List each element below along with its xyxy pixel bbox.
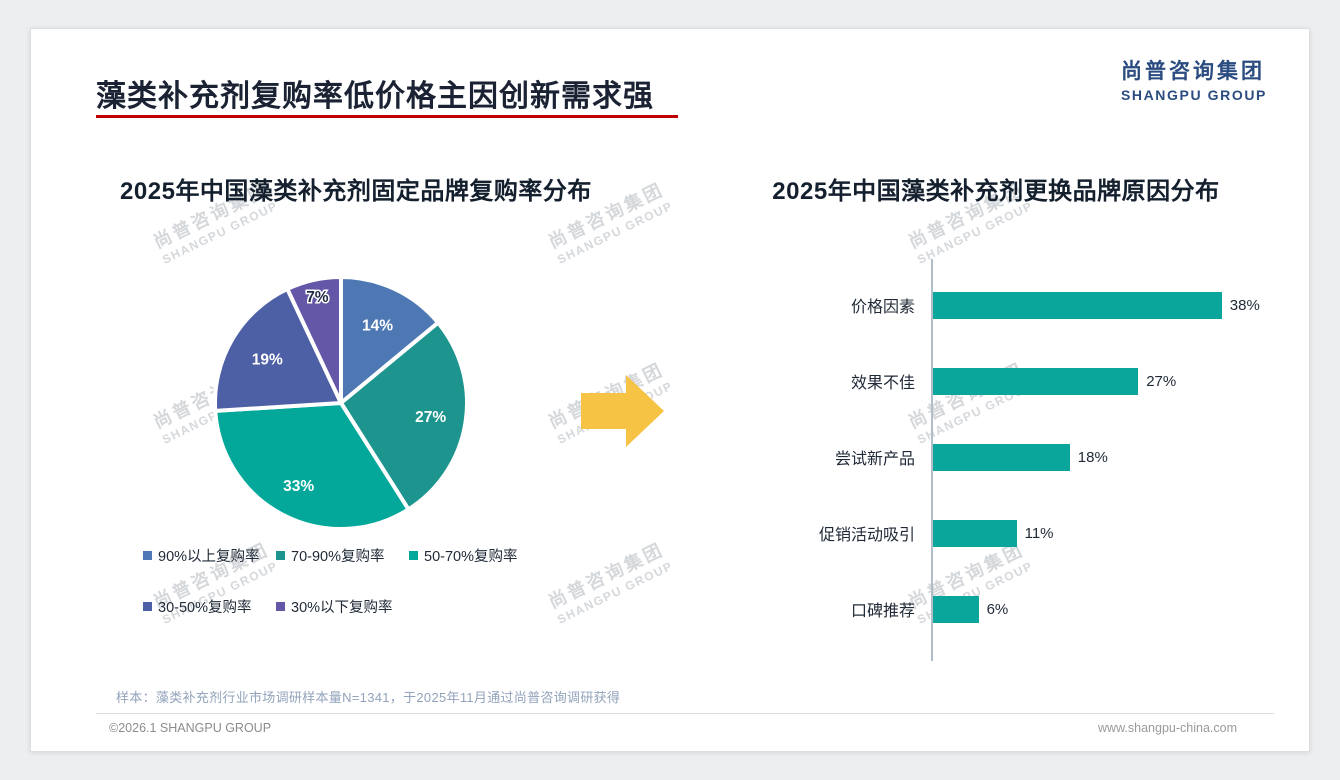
arrow-svg xyxy=(581,375,664,447)
legend-swatch-icon xyxy=(276,551,285,560)
legend-item: 90%以上复购率 xyxy=(143,545,276,566)
bar-value-label: 6% xyxy=(986,600,1009,618)
pie-legend-row: 90%以上复购率 70-90%复购率 50-70%复购率 xyxy=(143,545,623,566)
website-url: www.shangpu-china.com xyxy=(1098,721,1237,735)
bar xyxy=(933,291,1222,319)
legend-item: 70-90%复购率 xyxy=(276,545,409,566)
watermark-en: SHANGPU GROUP xyxy=(555,198,676,267)
legend-label: 30-50%复购率 xyxy=(158,600,252,616)
copyright-text: ©2026.1 SHANGPU GROUP xyxy=(109,721,272,735)
bar-zone: 11% xyxy=(931,519,1284,547)
sample-note: 样本：藻类补充剂行业市场调研样本量N=1341，于2025年11月通过尚普咨询调… xyxy=(116,690,621,705)
bar-value-label: 18% xyxy=(1077,448,1108,466)
bar-category-label: 促销活动吸引 xyxy=(818,527,915,544)
pie-value-label: 27% xyxy=(415,409,446,426)
brand-logo-en: SHANGPU GROUP xyxy=(1120,87,1267,103)
bar-category-label: 效果不佳 xyxy=(850,375,915,392)
bar-row: 价格因素 38% xyxy=(684,267,1284,343)
pie-slice-0 xyxy=(339,274,441,408)
pie-slice-3 xyxy=(213,286,345,414)
bar-value-label: 11% xyxy=(1024,524,1054,542)
bar-row: 促销活动吸引 11% xyxy=(684,495,1284,571)
pie-value-label: 33% xyxy=(283,478,314,495)
legend-swatch-icon xyxy=(276,602,285,611)
bar-zone: 18% xyxy=(931,443,1284,471)
brand-logo: 尚普咨询集团 SHANGPU GROUP xyxy=(1121,55,1267,103)
pie-legend-row: 30-50%复购率 30%以下复购率 xyxy=(143,596,623,617)
bar-value-label: 27% xyxy=(1146,372,1177,390)
bar-chart-title: 2025年中国藻类补充剂更换品牌原因分布 xyxy=(772,178,1220,205)
pie-slice-4 xyxy=(284,274,343,404)
legend-label: 30%以下复购率 xyxy=(291,600,393,616)
bar-row: 效果不佳 27% xyxy=(684,343,1284,419)
bar xyxy=(933,519,1017,547)
legend-label: 70-90%复购率 xyxy=(291,549,385,565)
bar-zone: 27% xyxy=(931,367,1284,395)
bar-zone: 38% xyxy=(931,291,1284,319)
bar-row: 尝试新产品 18% xyxy=(684,419,1284,495)
title-underline xyxy=(96,115,678,118)
legend-item: 30%以下复购率 xyxy=(276,596,409,617)
legend-swatch-icon xyxy=(409,551,418,560)
legend-swatch-icon xyxy=(143,602,152,611)
pie-slice-1 xyxy=(338,319,469,513)
brand-logo-cn: 尚普咨询集团 xyxy=(1120,60,1265,83)
pie-chart-title: 2025年中国藻类补充剂固定品牌复购率分布 xyxy=(120,178,592,205)
bar-zone: 6% xyxy=(931,595,1284,623)
pie-value-label: 19% xyxy=(252,351,283,368)
pie-value-label: 7% xyxy=(306,289,329,306)
pie-value-label: 14% xyxy=(362,318,393,335)
pie-chart-svg: 14% 27% 33% 19% 7% xyxy=(213,274,469,531)
footer-divider xyxy=(96,713,1274,714)
slide: 尚普咨询集团 SHANGPU GROUP 尚普咨询集团 SHANGPU GROUP 尚普… xyxy=(30,28,1310,752)
bar xyxy=(933,443,1070,471)
legend-item: 50-70%复购率 xyxy=(409,545,542,566)
bar-row: 口碑推荐 6% xyxy=(684,571,1284,647)
legend-label: 90%以上复购率 xyxy=(158,549,260,565)
legend-swatch-icon xyxy=(143,551,152,560)
page-title: 藻类补充剂复购率低价格主因创新需求强 xyxy=(96,80,654,113)
bar-category-label: 尝试新产品 xyxy=(834,451,915,468)
bar-value-label: 38% xyxy=(1229,296,1260,314)
legend-item: 30-50%复购率 xyxy=(143,596,276,617)
bar-axis-line xyxy=(931,259,933,661)
bar xyxy=(933,367,1139,395)
pie-chart: 14% 27% 33% 19% 7% xyxy=(191,253,491,553)
bar-category-label: 口碑推荐 xyxy=(850,603,915,620)
watermark-en: SHANGPU GROUP xyxy=(915,198,1036,267)
pie-legend: 90%以上复购率 70-90%复购率 50-70%复购率 30-50%复购率 30%以下… xyxy=(143,545,623,647)
pie-slice-2 xyxy=(213,400,412,531)
bar-category-label: 价格因素 xyxy=(850,299,915,316)
bar-chart: 价格因素 38% 效果不佳 27% 尝试新产品 18% 促销活动吸引 11% 口碑推荐 6% xyxy=(684,259,1284,661)
legend-label: 50-70%复购率 xyxy=(424,549,518,565)
bar xyxy=(933,595,979,623)
transition-arrow-icon xyxy=(581,373,666,449)
